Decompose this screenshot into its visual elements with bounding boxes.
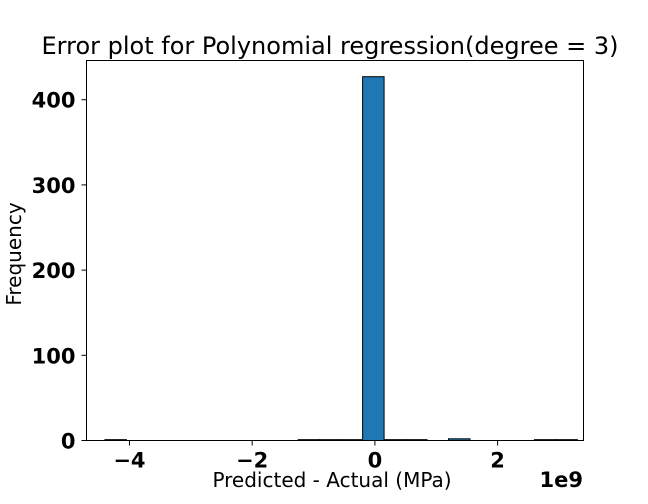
x-tick-label: 0 (368, 449, 383, 473)
plot-frame (86, 60, 584, 441)
histogram-bars (104, 76, 578, 441)
y-axis-label: Frequency (2, 202, 26, 305)
y-tick-label: 0 (61, 430, 76, 454)
x-tick-label: −2 (236, 449, 268, 473)
chart-title: Error plot for Polynomial regression(deg… (42, 32, 619, 60)
y-tick-label: 200 (32, 259, 76, 283)
histogram-bar-12 (362, 76, 385, 441)
y-axis-ticks: 0 100 200 300 400 (32, 89, 87, 454)
x-tick-label: −4 (113, 449, 145, 473)
y-tick-label: 400 (32, 89, 76, 113)
x-axis-offset-label: 1e9 (540, 468, 583, 492)
x-tick-label: 2 (490, 449, 505, 473)
x-axis-label: Predicted - Actual (MPa) (212, 468, 451, 492)
y-tick-label: 300 (32, 174, 76, 198)
y-tick-label: 100 (32, 344, 76, 368)
x-axis-ticks: −4 −2 0 2 (113, 440, 505, 473)
